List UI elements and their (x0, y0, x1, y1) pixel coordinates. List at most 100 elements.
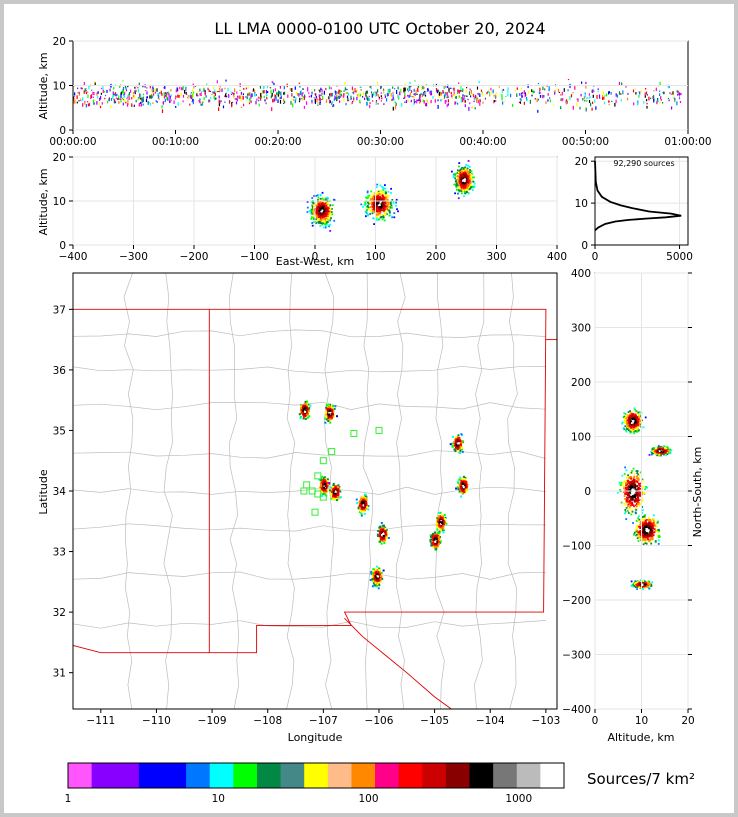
time-altitude-source (446, 96, 448, 99)
eastwest-source (386, 213, 388, 215)
storm-source (323, 481, 326, 484)
eastwest-source (376, 216, 378, 218)
northsouth-source (627, 476, 629, 478)
time-altitude-source (523, 90, 525, 95)
eastwest-source (395, 201, 397, 204)
time-altitude-source (659, 101, 661, 105)
eastwest-source (315, 208, 317, 211)
time-altitude-source (114, 92, 117, 95)
eastwest-altitude-ylabel: Altitude, km (37, 168, 50, 235)
time-altitude-source (209, 99, 211, 102)
time-altitude-source (427, 89, 429, 92)
storm-source (443, 514, 446, 516)
eastwest-source (376, 183, 379, 186)
eastwest-source (468, 166, 471, 168)
storm-source (435, 531, 438, 534)
time-altitude-source (152, 102, 154, 104)
eastwest-source (469, 177, 471, 180)
time-altitude-source (659, 90, 661, 92)
time-altitude-source (408, 85, 410, 89)
storm-source (332, 409, 335, 412)
storm-source (336, 488, 338, 490)
time-altitude-source (76, 95, 78, 100)
storm-source (332, 487, 335, 490)
time-altitude-source (661, 92, 663, 94)
storm-source (327, 408, 330, 411)
time-altitude-source (94, 82, 96, 86)
time-altitude-source (131, 97, 133, 100)
eastwest-source (469, 183, 472, 186)
eastwest-source (323, 226, 325, 229)
storm-source (376, 575, 379, 578)
time-altitude-source (255, 94, 257, 96)
time-altitude-source (130, 89, 132, 93)
eastwest-source (469, 171, 472, 174)
eastwest-source (469, 182, 472, 184)
time-altitude-source (442, 90, 444, 93)
time-altitude-source (604, 95, 606, 97)
time-altitude-source (392, 92, 394, 94)
eastwest-source (384, 212, 387, 215)
storm-source (383, 536, 386, 539)
storm-source (460, 495, 463, 498)
eastwest-source (373, 203, 376, 206)
northsouth-source (632, 424, 635, 427)
northsouth-source (629, 424, 631, 427)
time-altitude-source (451, 94, 453, 98)
storm-source (329, 411, 332, 414)
time-altitude-source (154, 88, 156, 93)
time-altitude-source (322, 98, 324, 100)
chart-title: LL LMA 0000-0100 UTC October 20, 2024 (214, 19, 545, 38)
time-altitude-source (423, 91, 425, 96)
northsouth-source (637, 427, 639, 430)
storm-source (440, 529, 443, 532)
eastwest-source (467, 169, 470, 172)
time-altitude-source (133, 94, 136, 99)
time-altitude-source (191, 101, 193, 103)
northsouth-source (625, 417, 628, 419)
storm-source (303, 404, 306, 407)
time-altitude-source (329, 99, 331, 103)
eastwest-source (311, 210, 314, 212)
eastwest-source (369, 206, 372, 208)
time-altitude-source (198, 100, 200, 102)
time-altitude-source (369, 102, 371, 104)
storm-source (361, 495, 364, 498)
time-altitude-marks (73, 79, 682, 114)
eastwest-source (371, 212, 374, 215)
northsouth-source (624, 466, 626, 469)
eastwest-source (323, 214, 326, 216)
eastwest-source (318, 201, 321, 203)
storm-source (380, 571, 383, 574)
storm-source (378, 526, 381, 529)
time-altitude-source (170, 99, 172, 102)
storm-source (462, 479, 465, 482)
time-altitude-source (350, 97, 352, 100)
eastwest-source (465, 190, 468, 193)
storm-source (321, 491, 324, 494)
eastwest-source (389, 214, 392, 217)
time-altitude-source (232, 92, 234, 95)
time-altitude-source (162, 95, 164, 97)
time-altitude-source (367, 103, 369, 106)
storm-source (323, 489, 326, 491)
time-altitude-source (258, 99, 260, 102)
time-altitude-source (84, 101, 86, 103)
time-altitude-source (432, 96, 434, 99)
eastwest-source (321, 203, 324, 205)
time-altitude-source (468, 91, 471, 95)
storm-source (373, 576, 376, 579)
time-altitude-source (477, 99, 479, 104)
time-altitude-source (175, 89, 177, 93)
time-altitude-source (495, 92, 497, 96)
northsouth-source (637, 424, 639, 427)
time-altitude-source (115, 94, 117, 97)
time-altitude-source (332, 105, 334, 108)
storm-source (320, 478, 323, 481)
storm-source (437, 536, 440, 539)
time-altitude-source (447, 103, 449, 106)
time-altitude-x-tick-label: 00:20:00 (254, 136, 301, 148)
northsouth-source (631, 429, 634, 431)
